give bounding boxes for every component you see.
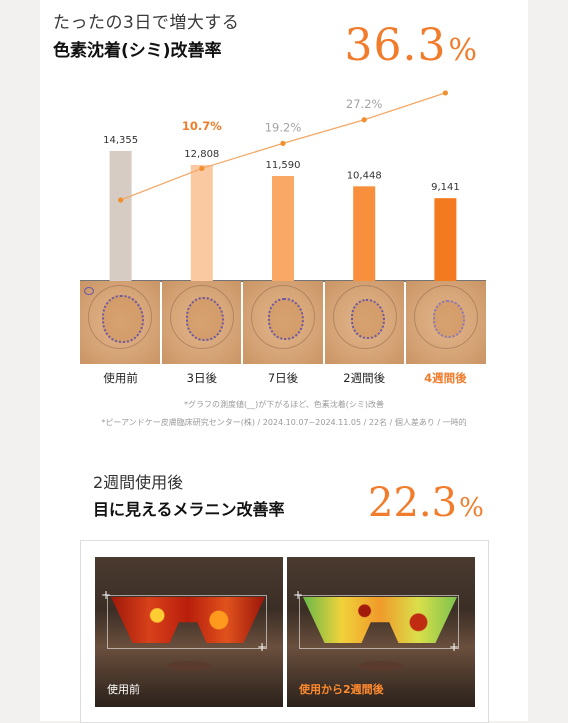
after-caption: 使用から2週間後 bbox=[299, 683, 384, 696]
line-point bbox=[118, 197, 124, 203]
section2-title: 目に見えるメラニン改善率 bbox=[93, 500, 285, 519]
line-point bbox=[280, 140, 286, 146]
x-label: 2週間後 bbox=[343, 371, 386, 385]
analysis-box bbox=[299, 595, 459, 649]
pigment-spot bbox=[268, 298, 305, 340]
photo-ring bbox=[251, 285, 316, 349]
corner-marker: + bbox=[293, 588, 304, 602]
line-point bbox=[361, 117, 367, 123]
melanin-image-after: + + 使用から2週間後 bbox=[287, 557, 475, 707]
x-label: 3日後 bbox=[186, 371, 217, 385]
photo-ring bbox=[414, 285, 479, 349]
pigment-spot bbox=[102, 295, 144, 343]
bar-value-label: 11,590 bbox=[266, 160, 301, 171]
corner-marker: + bbox=[101, 588, 112, 602]
x-label-highlight: 4週間後 bbox=[424, 371, 467, 385]
headline-unit: % bbox=[448, 33, 478, 68]
headline-unit: % bbox=[459, 493, 484, 523]
corner-marker: + bbox=[449, 640, 460, 654]
line-point bbox=[199, 165, 205, 172]
x-axis-labels: 使用前 3日後 7日後 2週間後 4週間後 bbox=[80, 370, 486, 386]
bar bbox=[190, 164, 213, 281]
section1-title: 色素沈着(シミ)改善率 bbox=[53, 41, 222, 61]
section1-subtitle: たったの3日で増大する bbox=[53, 13, 240, 33]
x-label: 7日後 bbox=[267, 371, 299, 385]
section2-subtitle: 2週間使用後 bbox=[93, 473, 184, 492]
skin-photo-3days bbox=[161, 281, 242, 364]
footnote-measure: *グラフの測度値(__)が下がるほど、色素沈着(シミ)改善 bbox=[183, 400, 385, 409]
bar bbox=[434, 198, 457, 281]
skin-photo-before bbox=[80, 281, 160, 364]
pigment-spot bbox=[350, 299, 385, 339]
pigment-spot bbox=[185, 297, 224, 341]
skin-photo-7days bbox=[243, 281, 323, 364]
mouth bbox=[359, 661, 403, 671]
analysis-box bbox=[107, 595, 267, 649]
before-caption: 使用前 bbox=[107, 683, 140, 696]
skin-photo-2weeks bbox=[324, 281, 405, 364]
bar-value-label: 12,808 bbox=[184, 149, 219, 160]
mouth bbox=[167, 661, 211, 671]
bar bbox=[353, 186, 376, 281]
pct-label: 19.2% bbox=[265, 120, 302, 134]
skin-photo-row bbox=[80, 281, 486, 364]
section2-headline-percent: 22.3% bbox=[368, 480, 484, 526]
headline-number: 36.3 bbox=[344, 20, 447, 71]
corner-marker: + bbox=[257, 640, 268, 654]
melanin-image-before: + + 使用前 bbox=[95, 557, 283, 707]
photo-marker bbox=[84, 287, 94, 295]
pct-label: 27.2% bbox=[346, 97, 383, 111]
footnote-source: *ピーアンドケー皮膚臨床研究センター(株) / 2024.10.07~2024.… bbox=[101, 418, 467, 427]
headline-number: 22.3 bbox=[368, 480, 458, 526]
melanin-comparison: + + 使用前 + + 使用から2週間後 bbox=[80, 540, 489, 723]
line-point bbox=[442, 90, 448, 96]
bar-value-label: 9,141 bbox=[431, 182, 460, 193]
pct-label: 10.7% bbox=[182, 119, 222, 133]
photo-ring bbox=[332, 285, 397, 349]
x-label: 使用前 bbox=[103, 371, 138, 385]
pigment-spot bbox=[433, 300, 466, 338]
section1-headline-percent: 36.3% bbox=[345, 20, 478, 71]
bar bbox=[109, 150, 132, 281]
photo-ring bbox=[88, 285, 152, 349]
bar bbox=[272, 175, 294, 281]
bar-value-label: 14,355 bbox=[103, 135, 138, 146]
bar-value-label: 10,448 bbox=[347, 170, 382, 181]
photo-ring bbox=[169, 285, 234, 349]
skin-photo-4weeks bbox=[406, 281, 486, 364]
